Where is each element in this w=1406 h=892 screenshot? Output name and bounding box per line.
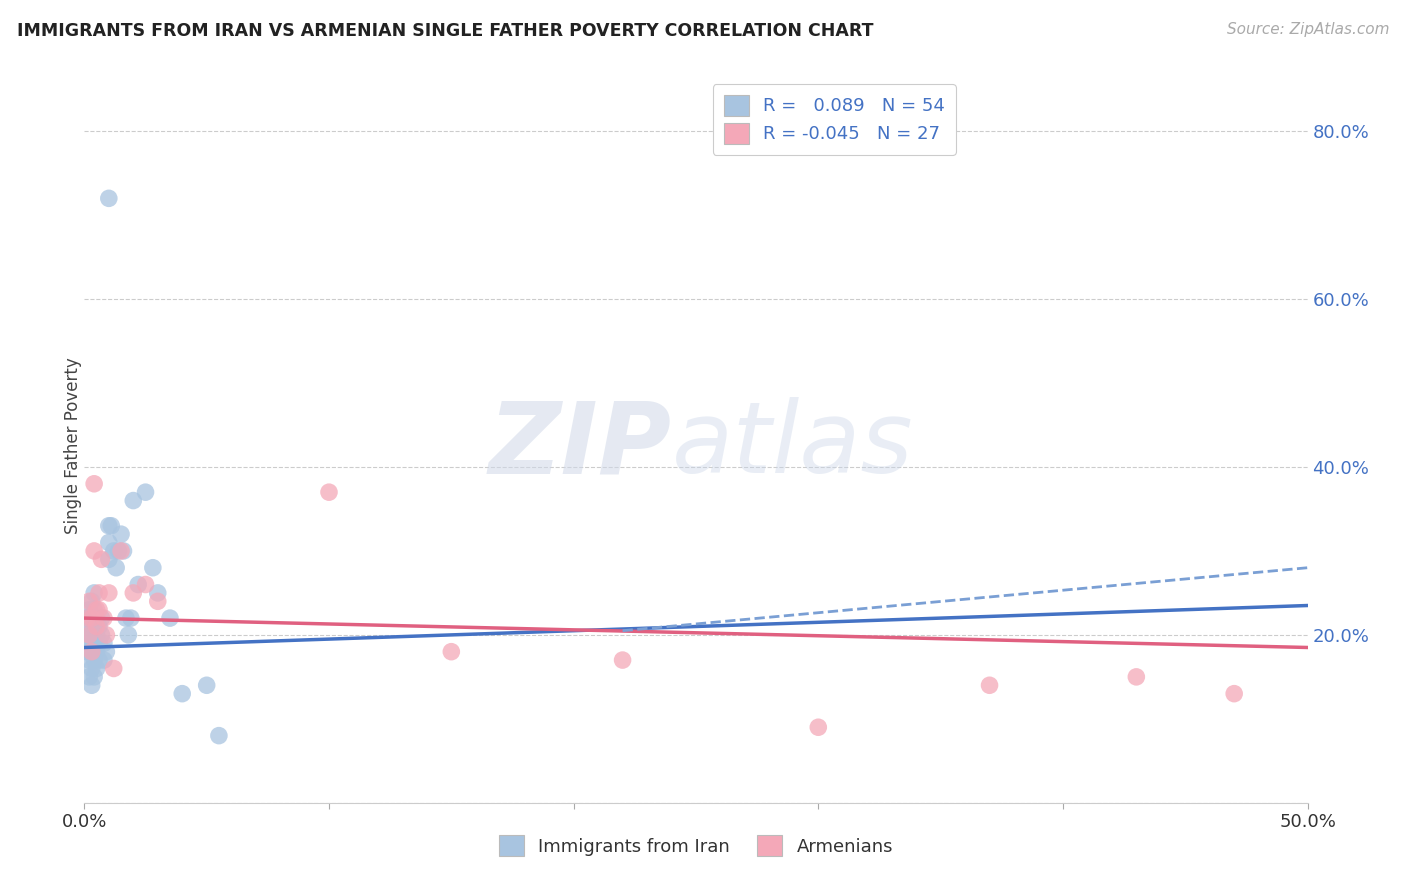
- Point: [87, 636, 110, 650]
- Point: [83, 619, 105, 633]
- Point: [97, 535, 120, 549]
- Point: [93, 653, 115, 667]
- Point: [86, 611, 108, 625]
- Point: [80, 628, 103, 642]
- Point: [83, 586, 105, 600]
- Point: [77, 653, 100, 667]
- Point: [93, 611, 115, 625]
- Point: [77, 670, 100, 684]
- Point: [77, 636, 100, 650]
- Point: [76, 611, 98, 625]
- Point: [1223, 687, 1246, 701]
- Point: [86, 603, 108, 617]
- Point: [612, 653, 634, 667]
- Point: [83, 544, 105, 558]
- Point: [77, 594, 100, 608]
- Point: [122, 493, 145, 508]
- Point: [979, 678, 1001, 692]
- Point: [172, 687, 194, 701]
- Point: [86, 645, 108, 659]
- Point: [103, 544, 125, 558]
- Point: [135, 577, 157, 591]
- Point: [120, 611, 142, 625]
- Point: [807, 720, 830, 734]
- Point: [77, 603, 100, 617]
- Point: [97, 586, 120, 600]
- Point: [77, 619, 100, 633]
- Point: [83, 670, 105, 684]
- Point: [90, 611, 112, 625]
- Point: [318, 485, 340, 500]
- Point: [76, 611, 98, 625]
- Point: [87, 653, 110, 667]
- Point: [107, 544, 129, 558]
- Point: [76, 645, 98, 659]
- Point: [80, 594, 103, 608]
- Point: [80, 661, 103, 675]
- Point: [440, 645, 463, 659]
- Point: [80, 645, 103, 659]
- Point: [1125, 670, 1147, 684]
- Text: atlas: atlas: [672, 398, 912, 494]
- Point: [103, 661, 125, 675]
- Point: [135, 485, 157, 500]
- Text: ZIP: ZIP: [488, 398, 672, 494]
- Point: [100, 518, 122, 533]
- Point: [96, 628, 118, 642]
- Point: [86, 619, 108, 633]
- Point: [87, 586, 110, 600]
- Point: [122, 586, 145, 600]
- Point: [96, 645, 118, 659]
- Point: [80, 678, 103, 692]
- Point: [146, 586, 169, 600]
- Point: [80, 645, 103, 659]
- Point: [208, 729, 231, 743]
- Point: [83, 653, 105, 667]
- Legend: Immigrants from Iran, Armenians: Immigrants from Iran, Armenians: [489, 826, 903, 865]
- Point: [110, 527, 132, 541]
- Y-axis label: Single Father Poverty: Single Father Poverty: [65, 358, 82, 534]
- Text: Source: ZipAtlas.com: Source: ZipAtlas.com: [1226, 22, 1389, 37]
- Point: [90, 628, 112, 642]
- Point: [76, 628, 98, 642]
- Text: IMMIGRANTS FROM IRAN VS ARMENIAN SINGLE FATHER POVERTY CORRELATION CHART: IMMIGRANTS FROM IRAN VS ARMENIAN SINGLE …: [17, 22, 873, 40]
- Point: [110, 544, 132, 558]
- Point: [90, 552, 112, 566]
- Point: [80, 611, 103, 625]
- Point: [86, 628, 108, 642]
- Point: [83, 636, 105, 650]
- Point: [97, 552, 120, 566]
- Point: [112, 544, 135, 558]
- Point: [105, 560, 128, 574]
- Point: [115, 611, 138, 625]
- Point: [97, 191, 120, 205]
- Point: [77, 628, 100, 642]
- Point: [83, 476, 105, 491]
- Point: [97, 518, 120, 533]
- Point: [86, 661, 108, 675]
- Point: [195, 678, 218, 692]
- Point: [142, 560, 165, 574]
- Point: [93, 636, 115, 650]
- Point: [159, 611, 181, 625]
- Point: [83, 603, 105, 617]
- Point: [87, 619, 110, 633]
- Point: [127, 577, 149, 591]
- Point: [80, 611, 103, 625]
- Point: [117, 628, 139, 642]
- Point: [87, 603, 110, 617]
- Point: [146, 594, 169, 608]
